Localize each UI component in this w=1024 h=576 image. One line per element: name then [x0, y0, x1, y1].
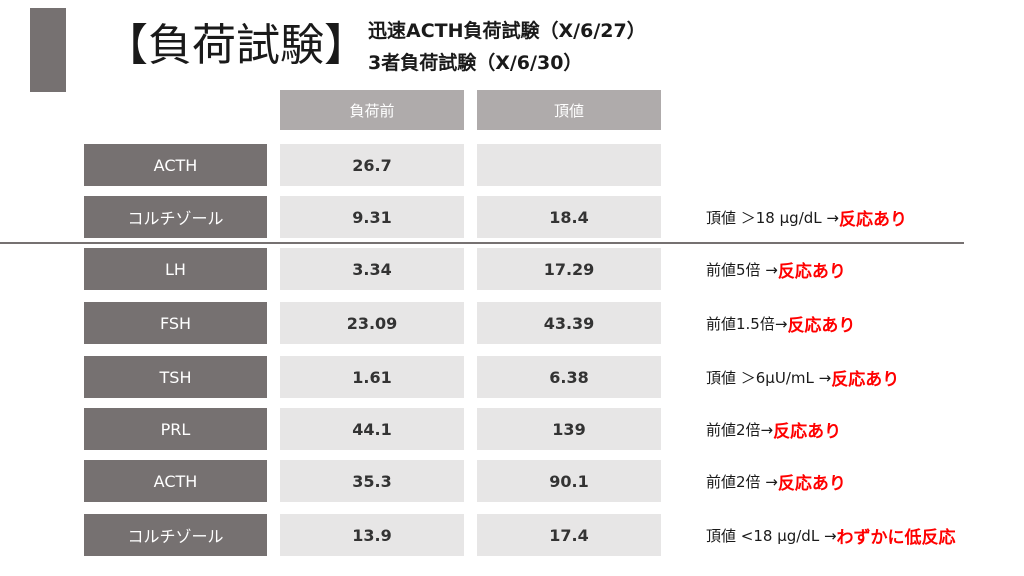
result-text: 反応あり: [787, 315, 856, 336]
table-row: ACTH 26.7: [0, 144, 1024, 186]
note-text: 頂値 <18 µg/dL →: [706, 526, 837, 545]
row-label: ACTH: [84, 460, 267, 502]
interpretation-note: 前値5倍 → 反応あり: [706, 248, 846, 290]
table-row: PRL 44.1 139 前値2倍→ 反応あり: [0, 408, 1024, 450]
peak-value: [477, 144, 661, 186]
note-text: 前値2倍 →: [706, 472, 778, 491]
result-text: 反応あり: [838, 209, 907, 230]
peak-value: 90.1: [477, 460, 661, 502]
table-row: FSH 23.09 43.39 前値1.5倍→ 反応あり: [0, 302, 1024, 344]
note-text: 頂値 ＞18 µg/dL →: [706, 208, 839, 227]
result-text: 反応あり: [773, 421, 842, 442]
row-label: ACTH: [84, 144, 267, 186]
note-text: 前値5倍 →: [706, 260, 778, 279]
note-text: 前値1.5倍→: [706, 314, 788, 333]
peak-value: 6.38: [477, 356, 661, 398]
table-row: コルチゾール 9.31 18.4 頂値 ＞18 µg/dL → 反応あり: [0, 196, 1024, 238]
result-text: 反応あり: [777, 473, 846, 494]
pre-load-value: 1.61: [280, 356, 464, 398]
table-row: コルチゾール 13.9 17.4 頂値 <18 µg/dL → わずかに低反応: [0, 514, 1024, 556]
row-label: TSH: [84, 356, 267, 398]
result-text: わずかに低反応: [836, 527, 956, 548]
pre-load-value: 3.34: [280, 248, 464, 290]
interpretation-note: 頂値 ＞6µU/mL → 反応あり: [706, 356, 899, 398]
page-title: 【負荷試験】: [104, 20, 368, 71]
result-text: 反応あり: [777, 261, 846, 282]
peak-value: 139: [477, 408, 661, 450]
column-header-peak: 頂値: [477, 90, 661, 130]
interpretation-note: 前値2倍 → 反応あり: [706, 460, 846, 502]
interpretation-note: 前値1.5倍→ 反応あり: [706, 302, 855, 344]
pre-load-value: 9.31: [280, 196, 464, 238]
pre-load-value: 13.9: [280, 514, 464, 556]
peak-value: 17.29: [477, 248, 661, 290]
note-text: 前値2倍→: [706, 420, 774, 439]
subtitle-triple-load-test: 3者負荷試験（X/6/30）: [368, 52, 583, 74]
accent-bar: [30, 8, 66, 92]
result-text: 反応あり: [831, 369, 900, 390]
peak-value: 43.39: [477, 302, 661, 344]
pre-load-value: 26.7: [280, 144, 464, 186]
column-header-pre-load: 負荷前: [280, 90, 464, 130]
table-row: TSH 1.61 6.38 頂値 ＞6µU/mL → 反応あり: [0, 356, 1024, 398]
row-label: FSH: [84, 302, 267, 344]
subtitle-rapid-acth-test: 迅速ACTH負荷試験（X/6/27）: [368, 20, 646, 42]
pre-load-value: 44.1: [280, 408, 464, 450]
table-row: ACTH 35.3 90.1 前値2倍 → 反応あり: [0, 460, 1024, 502]
row-label: コルチゾール: [84, 196, 267, 238]
interpretation-note: 頂値 <18 µg/dL → わずかに低反応: [706, 514, 956, 556]
row-label: コルチゾール: [84, 514, 267, 556]
note-text: 頂値 ＞6µU/mL →: [706, 368, 832, 387]
row-label: PRL: [84, 408, 267, 450]
pre-load-value: 35.3: [280, 460, 464, 502]
peak-value: 17.4: [477, 514, 661, 556]
interpretation-note: 前値2倍→ 反応あり: [706, 408, 841, 450]
peak-value: 18.4: [477, 196, 661, 238]
table-row: LH 3.34 17.29 前値5倍 → 反応あり: [0, 248, 1024, 290]
interpretation-note: 頂値 ＞18 µg/dL → 反応あり: [706, 196, 907, 238]
pre-load-value: 23.09: [280, 302, 464, 344]
row-label: LH: [84, 248, 267, 290]
section-divider: [0, 242, 964, 244]
